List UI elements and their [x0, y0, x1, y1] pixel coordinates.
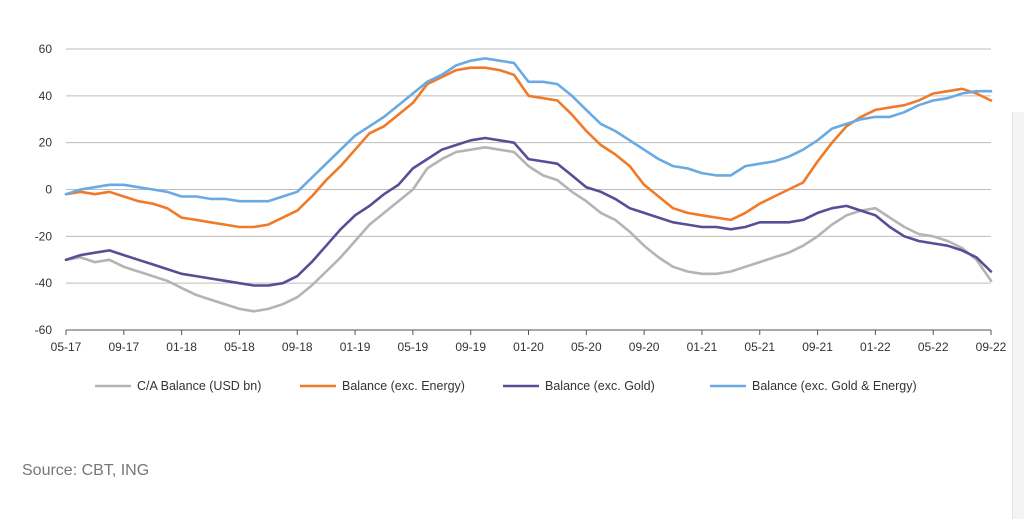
series-line-0 [64, 146, 993, 313]
x-tick-label: 01-19 [340, 340, 371, 354]
y-tick-label: 0 [45, 183, 52, 197]
y-tick-label: -20 [35, 229, 53, 243]
legend-label-1: Balance (exc. Energy) [342, 379, 465, 393]
legend-label-3: Balance (exc. Gold & Energy) [752, 379, 917, 393]
x-tick-label: 09-19 [455, 340, 486, 354]
series-lines [64, 57, 993, 313]
y-tick-label: 40 [39, 89, 53, 103]
x-tick-label: 01-22 [860, 340, 891, 354]
x-tick-label: 05-18 [224, 340, 255, 354]
legend: C/A Balance (USD bn) Balance (exc. Energy… [95, 379, 917, 393]
x-tick-label: 05-21 [744, 340, 775, 354]
x-tick-label: 05-22 [918, 340, 949, 354]
source-note: Source: CBT, ING [22, 462, 150, 479]
x-tick-label: 01-18 [166, 340, 197, 354]
legend-label-0: C/A Balance (USD bn) [137, 379, 261, 393]
y-tick-label: -40 [35, 276, 53, 290]
y-axis-ticks: 60 40 20 0 -20 -40 -60 [35, 42, 53, 337]
y-tick-label: 20 [39, 136, 53, 150]
side-panel-edge [1012, 112, 1024, 519]
x-tick-label: 05-17 [51, 340, 82, 354]
x-tick-label: 01-20 [513, 340, 544, 354]
x-tick-label: 05-19 [398, 340, 429, 354]
x-tick-label: 05-20 [571, 340, 602, 354]
x-tick-label: 09-21 [802, 340, 833, 354]
x-axis: 05-17 09-17 01-18 05-18 09-18 01-19 05-19 09-19… [51, 330, 1007, 354]
x-tick-label: 09-22 [976, 340, 1007, 354]
legend-label-2: Balance (exc. Gold) [545, 379, 655, 393]
x-tick-label: 09-18 [282, 340, 313, 354]
series-line-1 [64, 66, 993, 229]
y-tick-label: -60 [35, 323, 53, 337]
x-tick-label: 09-20 [629, 340, 660, 354]
x-tick-label: 01-21 [687, 340, 718, 354]
y-tick-label: 60 [39, 42, 53, 56]
x-tick-label: 09-17 [108, 340, 139, 354]
series-line-2 [64, 136, 993, 287]
series-line-3 [64, 57, 993, 203]
gridlines [66, 48, 991, 331]
